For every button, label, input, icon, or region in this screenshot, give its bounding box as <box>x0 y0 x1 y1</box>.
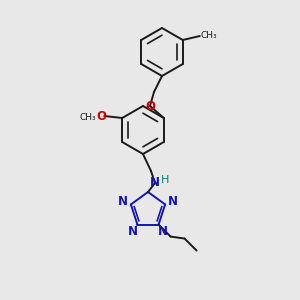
Text: N: N <box>158 224 168 238</box>
Text: O: O <box>145 100 155 112</box>
Text: N: N <box>168 196 178 208</box>
Text: N: N <box>150 176 160 190</box>
Text: CH₃: CH₃ <box>200 32 217 40</box>
Text: H: H <box>161 175 169 185</box>
Text: CH₃: CH₃ <box>80 112 97 122</box>
Text: O: O <box>96 110 106 122</box>
Text: N: N <box>118 196 128 208</box>
Text: N: N <box>128 224 138 238</box>
